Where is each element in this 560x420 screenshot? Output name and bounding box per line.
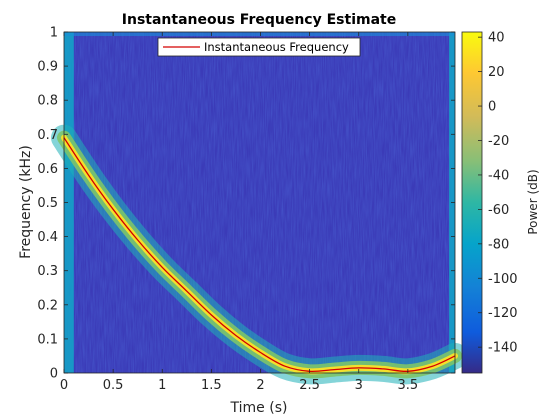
colorbar-tick-label: -140 (488, 341, 518, 356)
colorbar-ticks: 40 20 0 -20 -40 -60 -80 -100 -120 -140 (478, 31, 518, 356)
colorbar-tick-label: -120 (488, 306, 518, 321)
x-tick-label: 0 (60, 378, 68, 393)
colorbar-tick-label: -100 (488, 272, 518, 287)
x-tick-label: 0.5 (103, 378, 124, 393)
y-tick-label: 0.7 (37, 128, 58, 143)
x-tick-label: 2.5 (299, 378, 320, 393)
x-tick-label: 1.5 (201, 378, 222, 393)
chart-title: Instantaneous Frequency Estimate (122, 12, 396, 28)
x-tick-label: 3.5 (398, 378, 419, 393)
y-tick-label: 0.4 (37, 230, 58, 245)
y-tick-label: 0.1 (37, 332, 58, 347)
y-tick-label: 0 (50, 367, 58, 382)
x-axis-label: Time (s) (230, 400, 288, 416)
spectrogram-left-edge (64, 32, 74, 373)
colorbar-tick-label: -40 (488, 168, 509, 183)
spectrogram-plot (51, 32, 468, 385)
colorbar-tick-label: 40 (488, 31, 505, 46)
legend-box (157, 37, 361, 57)
colorbar-gradient (461, 31, 483, 374)
colorbar: 40 20 0 -20 -40 -60 -80 -100 -120 -140 Power (dB) (461, 31, 540, 374)
y-axis-ticks: 0 0.1 0.2 0.3 0.4 0.5 0.6 0.7 0.8 0.9 1 (37, 26, 455, 382)
y-tick-label: 0.5 (37, 196, 58, 211)
spectrogram-noise (64, 32, 455, 373)
colorbar-tick-label: -80 (488, 237, 509, 252)
x-tick-label: 3 (355, 378, 363, 393)
x-tick-label: 2 (256, 378, 264, 393)
y-tick-label: 0.9 (37, 60, 58, 75)
y-tick-label: 0.2 (37, 298, 58, 313)
colorbar-tick-label: 20 (488, 65, 505, 80)
spectrogram-top-edge (64, 32, 455, 36)
x-tick-label: 1 (158, 378, 166, 393)
colorbar-label: Power (dB) (526, 169, 540, 234)
colorbar-tick-label: -20 (488, 134, 509, 149)
legend-entry-instantaneous-frequency: Instantaneous Frequency (204, 40, 349, 54)
colorbar-tick-label: 0 (488, 100, 496, 115)
y-axis-label: Frequency (kHz) (18, 145, 34, 259)
series-line-instantaneous-frequency (63, 137, 456, 373)
colorbar-tick-label: -60 (488, 203, 509, 218)
x-axis-ticks: 0 0.5 1 1.5 2 2.5 3 3.5 (60, 32, 418, 393)
y-tick-label: 0.3 (37, 264, 58, 279)
y-tick-label: 0.8 (37, 94, 58, 109)
legend: Instantaneous Frequency (157, 37, 361, 57)
y-tick-label: 1 (50, 26, 58, 41)
y-tick-label: 0.6 (37, 162, 58, 177)
